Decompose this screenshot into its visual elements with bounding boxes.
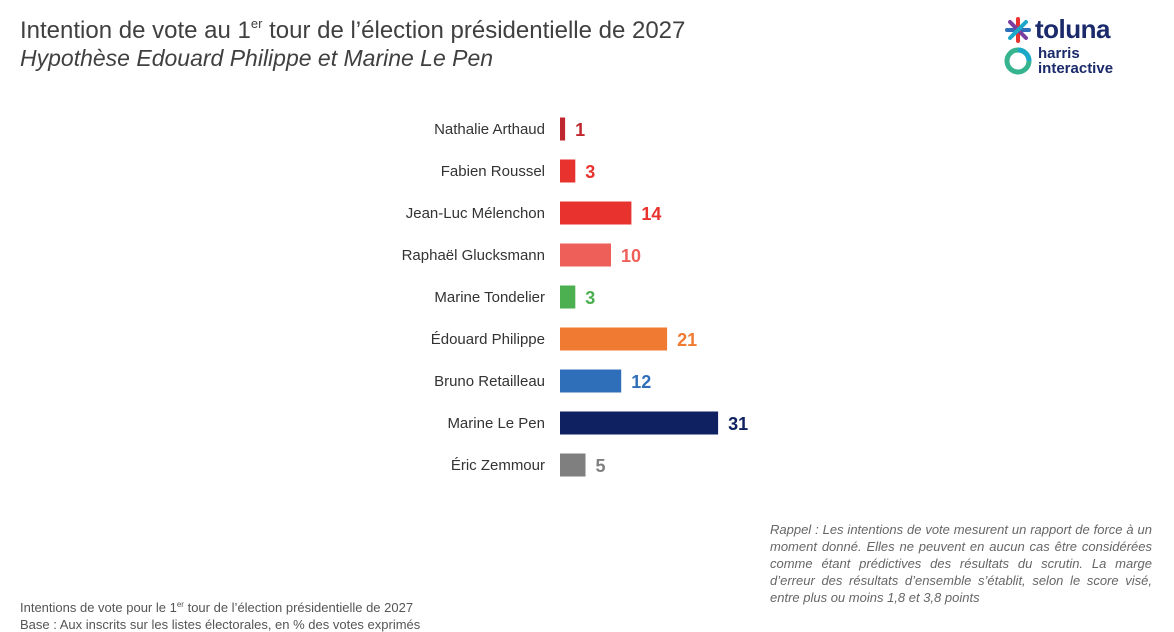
category-label: Édouard Philippe: [431, 331, 545, 348]
category-label: Raphaël Glucksmann: [402, 247, 545, 264]
harris-ring-icon: [1004, 47, 1032, 75]
category-label: Fabien Roussel: [441, 163, 545, 180]
data-label: 5: [596, 456, 606, 476]
harris-wordmark: harris: [1038, 45, 1080, 62]
title-text-end: tour de l’élection présidentielle de 202…: [262, 17, 686, 44]
footer-source-text: Intentions de vote pour le 1: [20, 600, 177, 615]
bar: [560, 411, 719, 435]
bar: [560, 327, 668, 351]
bar: [560, 453, 586, 477]
category-label: Marine Tondelier: [434, 289, 545, 306]
methodology-note: Rappel : Les intentions de vote mesurent…: [770, 522, 1152, 605]
toluna-asterisk-icon: [1005, 16, 1031, 43]
category-label: Bruno Retailleau: [434, 373, 545, 390]
bar: [560, 285, 576, 309]
data-label: 31: [728, 414, 748, 434]
footer-source: Intentions de vote pour le 1er tour de l…: [20, 600, 413, 615]
bar: [560, 243, 611, 267]
category-label: Jean-Luc Mélenchon: [406, 205, 545, 222]
bar: [560, 369, 622, 393]
title-text: Intention de vote au 1: [20, 17, 251, 44]
data-label: 1: [575, 120, 585, 140]
category-label: Nathalie Arthaud: [434, 121, 545, 138]
footer-base: Base : Aux inscrits sur les listes élect…: [20, 617, 421, 632]
data-label: 10: [621, 246, 641, 266]
bar: [560, 117, 566, 141]
footer-superscript: er: [176, 600, 184, 609]
data-label: 3: [585, 162, 595, 182]
harris-interactive-logo: harris interactive: [1003, 46, 1113, 76]
interactive-wordmark: interactive: [1038, 60, 1114, 77]
category-label: Éric Zemmour: [451, 457, 545, 474]
bar: [560, 159, 576, 183]
page-subtitle: Hypothèse Edouard Philippe et Marine Le …: [20, 45, 494, 71]
page-title: Intention de vote au 1er tour de l’élect…: [20, 16, 685, 45]
bar: [560, 201, 632, 225]
toluna-harris-logo: toluna harris interactive: [1000, 12, 1140, 82]
category-label: Marine Le Pen: [447, 415, 545, 432]
toluna-wordmark: toluna: [1035, 14, 1111, 44]
data-label: 14: [641, 204, 661, 224]
footer-source-text-end: tour de l’élection présidentielle de 202…: [183, 600, 414, 615]
data-label: 21: [677, 330, 697, 350]
toluna-logo: toluna: [1005, 14, 1111, 45]
data-label: 12: [631, 372, 651, 392]
title-superscript: er: [250, 16, 263, 31]
data-label: 3: [585, 288, 595, 308]
